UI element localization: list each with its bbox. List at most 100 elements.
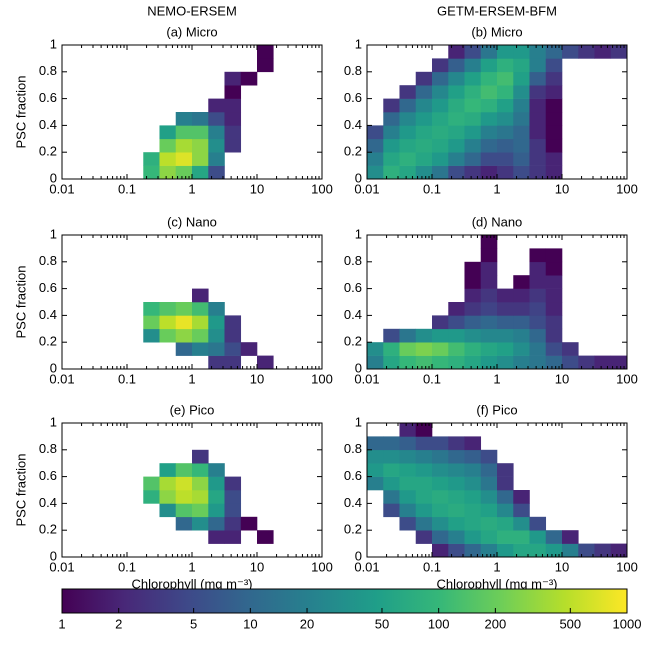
heatmap-cell (513, 355, 530, 370)
heatmap-cell (480, 98, 498, 113)
heatmap-cell (545, 302, 563, 316)
heatmap-cell (610, 45, 628, 59)
heatmap-cell (464, 476, 482, 491)
heatmap-cell (208, 490, 225, 504)
x-tick-label: 10 (555, 371, 569, 386)
heatmap-cell (224, 342, 242, 356)
x-tick-label: 1 (188, 181, 195, 196)
heatmap-cell (513, 275, 530, 289)
y-tick-label: 0.4 (344, 307, 362, 322)
y-tick-label: 1 (355, 36, 362, 51)
heatmap-cell (192, 152, 209, 166)
heatmap-cell (432, 449, 449, 464)
heatmap-cell (415, 355, 433, 370)
heatmap-cell (175, 152, 193, 166)
heatmap-cell (480, 58, 498, 73)
heatmap-cell (610, 355, 628, 370)
heatmap-cell (497, 58, 514, 73)
heatmap-cell (497, 315, 514, 330)
y-tick-label: 0.2 (344, 334, 362, 349)
heatmap-cell (464, 463, 482, 477)
heatmap-cell (415, 98, 433, 113)
heatmap-cell (464, 58, 482, 73)
heatmap-cell (513, 530, 530, 544)
heatmap-cell (529, 315, 547, 330)
heatmap-cell (383, 328, 400, 343)
y-tick-label: 0.6 (39, 468, 57, 483)
y-axis-label: PSC fraction (13, 76, 28, 149)
heatmap-cell (497, 125, 514, 140)
y-axis-label: PSC fraction (13, 454, 28, 527)
y-tick-label: 0.8 (39, 441, 57, 456)
heatmap-cell (480, 138, 498, 153)
heatmap-cell (224, 476, 242, 491)
heatmap-cell (545, 112, 563, 126)
heatmap-cell (497, 490, 514, 504)
heatmap-cell (175, 315, 193, 330)
heatmap-cell (208, 112, 225, 126)
x-axis-label: Chlorophyll (mg m⁻³) (132, 576, 253, 591)
heatmap-cell (192, 490, 209, 504)
heatmap-cell (383, 98, 400, 113)
heatmap-cell (497, 355, 514, 370)
heatmap-cell (367, 463, 384, 477)
heatmap-cell (399, 449, 417, 464)
heatmap-cell (480, 302, 498, 316)
heatmap-cell (143, 302, 160, 316)
heatmap-cell (513, 516, 530, 531)
heatmap-cell (464, 436, 482, 451)
heatmap-cell (399, 516, 417, 531)
heatmap-cell (143, 490, 160, 504)
colorbar (61, 588, 628, 614)
x-tick-label: 0.1 (118, 181, 136, 196)
x-tick-label: 100 (616, 559, 638, 574)
heatmap-cell (432, 516, 449, 531)
heatmap-cell (224, 516, 242, 531)
heatmap-cell (224, 503, 242, 518)
heatmap-cell (464, 165, 482, 180)
heatmap-cell (513, 490, 530, 504)
y-tick-label: 0.6 (39, 280, 57, 295)
heatmap-cell (383, 355, 400, 370)
heatmap-cell (224, 138, 242, 153)
heatmap-cell (594, 355, 612, 370)
heatmap-cell (545, 288, 563, 303)
heatmap-cell (383, 490, 400, 504)
heatmap-cell (497, 45, 514, 59)
heatmap-cell (143, 152, 160, 166)
heatmap-cell (448, 152, 465, 166)
heatmap-cell (159, 315, 177, 330)
y-tick-label: 0.2 (344, 522, 362, 537)
heatmap-cell (497, 516, 514, 531)
heatmap-cell (529, 530, 547, 544)
heatmap-cell (432, 355, 449, 370)
heatmap-cell (448, 98, 465, 113)
heatmap-cell (545, 355, 563, 370)
heatmap-cell (224, 112, 242, 126)
heatmap-cell (480, 112, 498, 126)
heatmap-cell (175, 125, 193, 140)
heatmap-cell (432, 58, 449, 73)
x-tick-label: 0.1 (118, 559, 136, 574)
heatmap-cell (480, 71, 498, 86)
y-tick-label: 0 (50, 360, 57, 375)
heatmap-cell (224, 315, 242, 330)
heatmap-cell (159, 152, 177, 166)
y-tick-label: 0.4 (39, 495, 57, 510)
heatmap-cell (529, 288, 547, 303)
heatmap-cell (432, 463, 449, 477)
heatmap-cell (529, 248, 547, 263)
heatmap-cell (578, 355, 595, 370)
x-tick-label: 1 (493, 559, 500, 574)
heatmap-cell (545, 261, 563, 276)
heatmap-cell (367, 152, 384, 166)
heatmap-cell (415, 125, 433, 140)
heatmap-cell (513, 288, 530, 303)
heatmap-cell (545, 45, 563, 59)
heatmap-cell (480, 490, 498, 504)
heatmap-cell (448, 463, 465, 477)
heatmap-cell (464, 275, 482, 289)
heatmap-cell (399, 328, 417, 343)
heatmap-cell (399, 463, 417, 477)
panel-title: (c) Nano (167, 214, 217, 229)
